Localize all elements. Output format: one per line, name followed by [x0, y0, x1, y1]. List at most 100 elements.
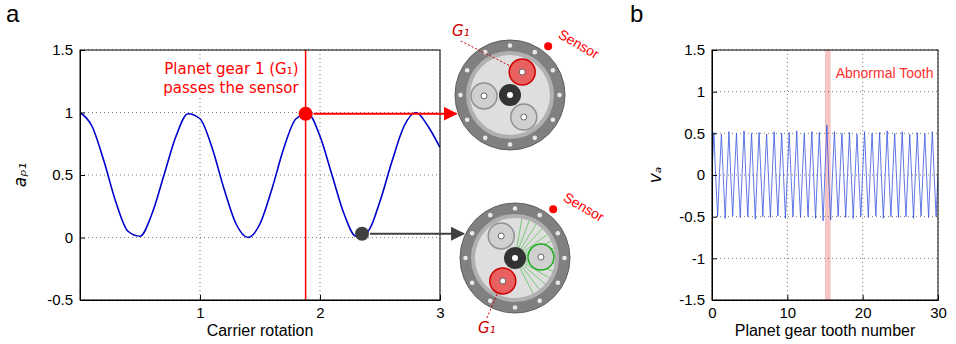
tick: 0 — [65, 229, 85, 246]
plot-background — [80, 50, 440, 300]
tick-label: 10 — [779, 304, 796, 321]
grid-line — [712, 216, 938, 217]
tick: -1 — [692, 250, 717, 267]
annotation: Planet gear 1 (G₁)passes the sensor — [160, 59, 302, 98]
planet-gear — [528, 244, 554, 270]
planet-hub — [481, 93, 487, 99]
tick-mark — [80, 175, 85, 176]
tick-label: -0.5 — [679, 208, 705, 225]
bolt-hole — [465, 68, 470, 73]
ring-inner — [470, 55, 550, 135]
y-axis-title: vₐ — [645, 167, 665, 184]
tick-mark — [200, 295, 201, 300]
marks — [80, 50, 440, 300]
planet-gear — [490, 268, 516, 294]
leader-line — [487, 293, 498, 318]
x-axis: 1 2 3 — [81, 295, 445, 321]
tick-mark — [80, 113, 85, 114]
panel-0: 123-0.500.511.5Carrier rotationaₚ₁aPlane… — [6, 0, 607, 339]
gear-housing — [460, 203, 570, 313]
gear-housing — [455, 40, 565, 150]
bolt-hole — [557, 93, 562, 98]
grid-line — [80, 175, 440, 176]
ring-gear — [471, 214, 559, 302]
tick: 1 — [697, 83, 717, 100]
band-group — [825, 50, 831, 300]
grid-line — [712, 133, 938, 134]
bolt-hole — [513, 206, 518, 211]
sensor-label: Sensor — [561, 189, 608, 225]
gear-diagram: Sensor G₁ — [460, 189, 607, 337]
tick: -1.5 — [679, 291, 717, 308]
tick-label: 30 — [930, 304, 947, 321]
highlight-band — [825, 50, 831, 300]
tick: 10 — [779, 295, 796, 321]
tick-mark — [712, 133, 717, 134]
grid-line — [712, 91, 938, 92]
data-line — [80, 113, 440, 238]
tick-label: 0.5 — [52, 166, 73, 183]
y-axis: -1.5 -1 -0.5 0 0.5 1 1.5 — [679, 41, 717, 308]
annotation-background — [160, 59, 302, 98]
grid-line — [80, 237, 440, 238]
figure: 123-0.500.511.5Carrier rotationaₚ₁aPlane… — [0, 0, 956, 344]
tick-mark — [712, 92, 717, 93]
y-axis-title: aₚ₁ — [10, 163, 30, 188]
grid — [712, 50, 938, 300]
tick-label: -1 — [692, 250, 705, 267]
planet-gear — [488, 223, 514, 249]
bolt-hole — [532, 136, 537, 141]
marks — [712, 125, 938, 221]
tick-label: 20 — [855, 304, 872, 321]
point-marker — [299, 107, 313, 121]
annotation-text: Planet gear 1 (G₁) — [164, 60, 298, 78]
bolt-hole — [551, 117, 556, 122]
tick: 2 — [316, 295, 324, 321]
bolt-hole — [458, 93, 463, 98]
sensor-dot — [549, 205, 557, 213]
plot-frame — [80, 50, 440, 300]
tick: 0 — [697, 166, 717, 183]
bolt-hole — [551, 68, 556, 73]
bolt-hole — [470, 231, 475, 236]
bolt-hole — [513, 305, 518, 310]
planet-gear — [511, 104, 537, 130]
bolt-hole — [537, 299, 542, 304]
x-axis-title: Planet gear tooth number — [735, 322, 916, 339]
tick: -0.5 — [679, 208, 717, 225]
tick-label: 0.5 — [684, 125, 705, 142]
tick-mark — [712, 258, 717, 259]
tick-label: 0 — [708, 304, 716, 321]
tick-label: 0 — [65, 229, 73, 246]
planet-gear — [509, 59, 535, 85]
planet-hub — [521, 114, 527, 120]
highlight-label: Abnormal Tooth — [836, 65, 934, 81]
tick-label: 2 — [316, 304, 324, 321]
bolt-hole — [470, 280, 475, 285]
bolt-hole — [562, 256, 567, 261]
tick-mark — [320, 295, 321, 300]
sun-hub — [507, 92, 513, 98]
grid-line — [712, 258, 938, 259]
data-line — [712, 125, 938, 221]
arrow — [314, 113, 457, 115]
tick-mark — [712, 217, 717, 218]
x-axis: 0 10 20 30 — [708, 295, 947, 321]
grid — [80, 50, 440, 300]
gear-label: G₁ — [478, 319, 496, 337]
tick-mark — [787, 295, 788, 300]
plot-frame — [712, 50, 938, 300]
tick-label: 3 — [436, 304, 444, 321]
panel-label: a — [6, 0, 20, 27]
sun-hub — [512, 255, 518, 261]
tick-mark — [712, 175, 717, 176]
tick-label: 1.5 — [684, 41, 705, 58]
planet-gear — [471, 83, 497, 109]
bolt-hole — [556, 280, 561, 285]
planet-hub — [519, 69, 525, 75]
tick-label: 1 — [196, 304, 204, 321]
bolt-hole — [556, 231, 561, 236]
bolt-hole — [508, 43, 513, 48]
bolt-hole — [463, 256, 468, 261]
y-axis: -0.500.511.5 — [47, 41, 85, 308]
